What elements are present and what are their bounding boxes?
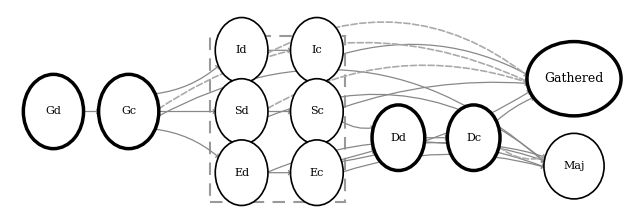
Text: Id: Id [236,45,247,55]
Ellipse shape [215,140,268,205]
Text: Maj: Maj [563,161,585,171]
Text: Gc: Gc [121,107,136,116]
Text: Gd: Gd [45,107,61,116]
Ellipse shape [372,105,425,171]
Bar [211,36,345,202]
Ellipse shape [215,79,268,144]
Text: Ic: Ic [312,45,322,55]
Text: Dc: Dc [466,133,481,143]
Ellipse shape [544,133,604,199]
Ellipse shape [527,41,621,116]
Ellipse shape [447,105,500,171]
Text: Gathered: Gathered [545,72,604,85]
Ellipse shape [215,18,268,83]
Text: Sc: Sc [310,107,324,116]
Text: Ed: Ed [234,168,249,178]
Text: Dd: Dd [390,133,406,143]
Ellipse shape [291,140,343,205]
Ellipse shape [291,79,343,144]
Ellipse shape [99,74,159,149]
Ellipse shape [23,74,84,149]
Text: Ec: Ec [310,168,324,178]
Ellipse shape [291,18,343,83]
Text: Sd: Sd [234,107,249,116]
